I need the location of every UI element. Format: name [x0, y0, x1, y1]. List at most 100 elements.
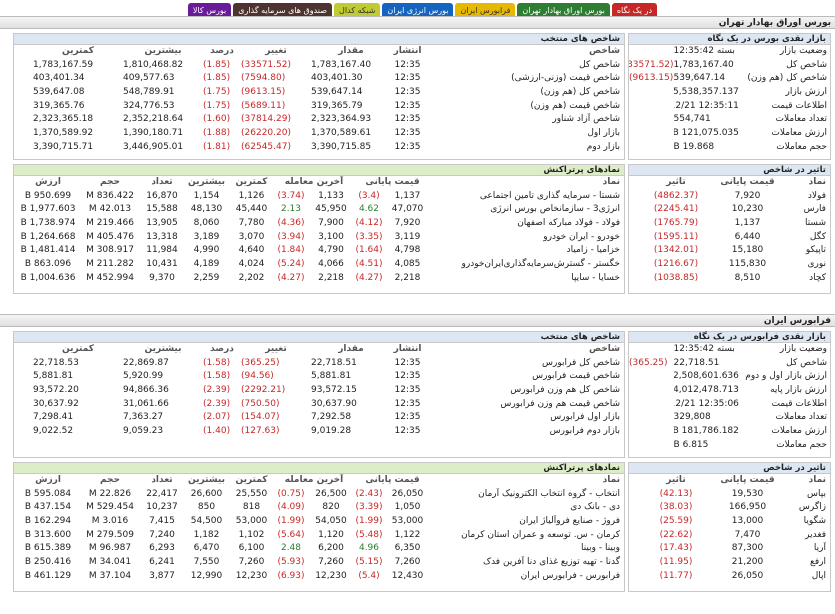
s1-effect-row[interactable]: فارس 10,230 (2245.41): [629, 203, 830, 217]
s2-top-symbol[interactable]: گدنا - تهیه توزیع غذای دنا آفرین فدک: [483, 557, 620, 568]
s2-effect-row[interactable]: زاگرس 166,950 (38.03): [629, 501, 830, 515]
s2-market-row: وضعیت بازار بسته 12:35:42: [629, 343, 830, 357]
s1-top-row[interactable]: خزامیا - زامیاد 4,798 (1.64) 4,790 (1.84) 4,6…: [14, 244, 624, 258]
s2-top-row[interactable]: کرمان - س. توسعه و عمران استان کرمان 1,12…: [14, 529, 624, 543]
s2-top-cell: (6.93): [277, 570, 305, 581]
s1-index-cell: 319,365.76: [33, 100, 85, 111]
s1-effect-row[interactable]: شستا 1,137 (1765.79): [629, 217, 830, 231]
s2-effect-row[interactable]: ارفع 21,200 (11.95): [629, 556, 830, 570]
s1-top-cell: (3.94): [277, 231, 305, 242]
s1-market-value: 12:35:11 01/12/21: [674, 100, 739, 111]
s1-market-delta: [629, 141, 674, 155]
s1-top-symbol[interactable]: خگستر - گسترش‌سرمایه‌گذاری‌ایران‌خودرو: [461, 259, 621, 270]
s1-effect-row[interactable]: فولاد 7,920 (4862.37): [629, 190, 830, 204]
s2-effect-symbol[interactable]: فغدیر: [805, 529, 826, 540]
s2-top-symbol[interactable]: فرابورس - فرابورس ایران: [520, 570, 620, 581]
s1-effect-cell: 115,830: [728, 259, 767, 270]
s1-index-row: شاخص کل (هم وزن) 12:35 539,647.14 (9613.15)…: [14, 86, 624, 100]
s1-effect-symbol[interactable]: کگل: [809, 231, 826, 242]
s1-top-symbol[interactable]: انرژی3 - سازمانخاص بورس انرژی: [490, 204, 620, 215]
s1-top-row[interactable]: خسایا - سایپا 2,218 (4.27) 2,218 (4.27) 2,202…: [14, 272, 624, 286]
s2-effect-row[interactable]: اپال 26,050 (11.77): [629, 570, 830, 584]
s1-effect-symbol[interactable]: تاپیکو: [805, 245, 826, 256]
s1-index-cell: 12:35: [394, 128, 421, 139]
s2-market-rows: وضعیت بازار بسته 12:35:42 شاخص کل 22,718.51…: [629, 343, 830, 453]
s1-index-cell: (33571.52): [241, 59, 291, 70]
s2-top-symbol[interactable]: دی - بانک دی: [570, 502, 620, 513]
s2-effect-symbol[interactable]: اپال: [811, 570, 826, 581]
s2-market-panel: بازار نقدی فرابورس در یک نگاه وضعیت بازار…: [628, 331, 831, 458]
s2-top-cell: (2.43): [355, 488, 383, 499]
s1-effect-symbol[interactable]: شستا: [804, 218, 826, 229]
s2-effect-row[interactable]: فغدیر 7,470 (22.62): [629, 529, 830, 543]
s1-top-symbol[interactable]: خودرو - ایران خودرو: [543, 231, 620, 242]
s1-effect-row[interactable]: نوری 115,830 (1216.67): [629, 258, 830, 272]
tab-2[interactable]: فرابورس ایران: [455, 3, 516, 18]
s1-top-row[interactable]: خودرو - ایران خودرو 3,119 (3.35) 3,100 (3.94…: [14, 231, 624, 245]
s2-top-row[interactable]: فرابورس - فرابورس ایران 12,430 (5.4) 12,230…: [14, 570, 624, 584]
s2-top-cell: 12,230: [315, 570, 347, 581]
s1-effect-symbol[interactable]: فولاد: [807, 190, 826, 201]
s2-market-key: اطلاعات قیمت: [771, 398, 827, 409]
s2-index-cell: (750.50): [241, 398, 280, 409]
s1-effect-row[interactable]: تاپیکو 15,180 (1342.01): [629, 244, 830, 258]
s1-index-cell: 12:35: [394, 114, 421, 125]
s2-top-row[interactable]: دی - بانک دی 1,050 (3.39) 820 (4.09) 818 850 10…: [14, 501, 624, 515]
s1-market-value: 539,647.14: [673, 73, 726, 84]
s2-top-symbol[interactable]: کرمان - س. توسعه و عمران استان کرمان: [461, 529, 620, 540]
s1-top-row[interactable]: فولاد - فولاد مبارکه اصفهان 7,920 (4.12) 7,…: [14, 217, 624, 231]
s1-top-symbol[interactable]: فولاد - فولاد مبارکه اصفهان: [517, 218, 620, 229]
s1-top-symbol[interactable]: خزامیا - زامیاد: [566, 245, 620, 256]
s2-top-row[interactable]: وبینا - وبینا 6,350 4.96 6,200 2.48 6,100 6,47…: [14, 542, 624, 556]
s2-top-row[interactable]: انتخاب - گروه انتخاب الکترونیک آرمان 26,0…: [14, 488, 624, 502]
s2-effect-symbol[interactable]: زاگرس: [798, 502, 826, 513]
s1-top-cell: 2.13: [280, 204, 302, 215]
s1-top-row[interactable]: انرژی3 - سازمانخاص بورس انرژی 47,070 4.62 4…: [14, 203, 624, 217]
s2-top-row[interactable]: فروژ - صنایع فروآلیاژ ایران 53,000 (1.99) 5…: [14, 515, 624, 529]
s1-top-row[interactable]: خگستر - گسترش‌سرمایه‌گذاری‌ایران‌خودرو 4,…: [14, 258, 624, 272]
s2-top-symbol[interactable]: وبینا - وبینا: [580, 543, 620, 554]
s2-market-key: شاخص کل: [786, 357, 827, 368]
s2-top-symbol[interactable]: انتخاب - گروه انتخاب الکترونیک آرمان: [478, 488, 620, 499]
s1-top-cell: (3.35): [355, 231, 383, 242]
s1-effect-symbol[interactable]: فارس: [803, 204, 826, 215]
tab-6[interactable]: بورس کالا: [187, 3, 232, 18]
s2-index-cell: 12:35: [394, 426, 421, 437]
s2-top-cell: (1.99): [355, 516, 383, 527]
s1-effect-rows: نماد قیمت پایانی تاثیر فولاد 7,920 (4862.37) ف…: [629, 176, 830, 286]
tab-3[interactable]: بورس انرژی ایران: [382, 3, 454, 18]
s2-top-cell: 10,237: [146, 502, 178, 513]
s2-top-symbol[interactable]: فروژ - صنایع فروآلیاژ ایران: [519, 516, 620, 527]
s1-top-cell: 950.699 B: [24, 190, 72, 201]
s2-index-rows: شاخص انتشار مقدار تغییر درصد بیشترین کمترین شاخ…: [14, 343, 624, 439]
s2-top-colhead: نماد: [602, 475, 620, 485]
s1-effect-symbol[interactable]: نوری: [807, 259, 826, 270]
s2-index-cell: 93,572.15: [311, 385, 357, 396]
s2-effect-symbol[interactable]: بپاس: [807, 488, 826, 499]
s2-top-cell: 6,470: [193, 543, 220, 554]
s2-top-cell: 818: [242, 502, 261, 513]
s1-effect-row[interactable]: کچاد 8,510 (1038.85): [629, 272, 830, 286]
s2-effect-symbol[interactable]: آریا: [813, 543, 826, 554]
s1-top-symbol[interactable]: خسایا - سایپا: [571, 272, 620, 283]
tab-4[interactable]: شبکه کدال: [334, 3, 381, 18]
s1-top-cell: 1,154: [193, 190, 220, 201]
s2-effect-row[interactable]: آریا 87,300 (17.43): [629, 542, 830, 556]
s1-effect-cell: (4862.37): [653, 190, 699, 201]
tab-1[interactable]: بورس اوراق بهادار تهران: [517, 3, 610, 18]
s2-effect-symbol[interactable]: شگویا: [803, 516, 826, 527]
s2-effect-row[interactable]: شگویا 13,000 (25.59): [629, 515, 830, 529]
s2-market-row: اطلاعات قیمت 12:35:06 01/12/21: [629, 398, 830, 412]
s1-top-symbol[interactable]: شستا - سرمایه گذاری تامین اجتماعی: [479, 190, 620, 201]
s1-index-cell: 3,446,905.01: [123, 141, 184, 152]
s1-effect-row[interactable]: کگل 6,440 (1595.11): [629, 231, 830, 245]
tab-0[interactable]: در یک نگاه: [611, 3, 657, 18]
tab-5[interactable]: صندوق های سرمایه گذاری: [233, 3, 332, 18]
s2-market-value: 181,786.182 B: [673, 426, 739, 437]
s2-effect-row[interactable]: بپاس 19,530 (42.13): [629, 488, 830, 502]
s2-top-row[interactable]: گدنا - تهیه توزیع غذای دنا آفرین فدک 7,26…: [14, 556, 624, 570]
s2-effect-symbol[interactable]: ارفع: [810, 557, 826, 568]
s1-market-row: ارزش معاملات 121,075.035 B: [629, 127, 830, 141]
s1-effect-symbol[interactable]: کچاد: [809, 272, 826, 283]
s1-top-row[interactable]: شستا - سرمایه گذاری تامین اجتماعی 1,137 (3…: [14, 190, 624, 204]
